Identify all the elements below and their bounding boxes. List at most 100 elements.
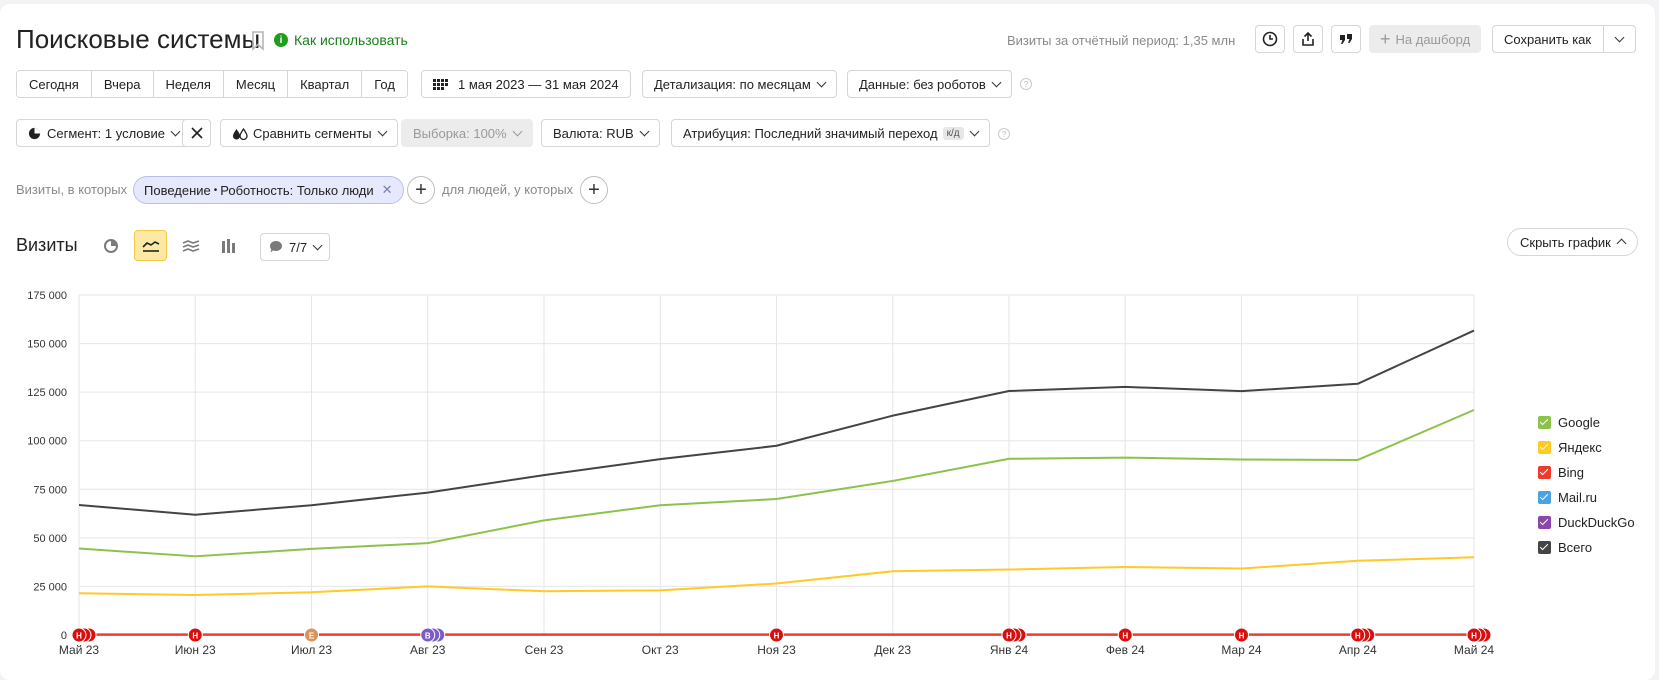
x-tick-label: Май 23 — [59, 643, 100, 657]
period-week[interactable]: Неделя — [153, 71, 224, 97]
series-line-Всего[interactable] — [78, 329, 1475, 516]
add-visit-filter-button[interactable]: + — [407, 176, 435, 204]
legend-label: Яндекс — [1558, 440, 1602, 455]
x-tick-label: Янв 24 — [990, 643, 1029, 657]
data-mode-label: Данные: без роботов — [859, 76, 986, 92]
annotation-marker-letter: Н — [1355, 632, 1361, 641]
annotation-marker[interactable] — [1466, 627, 1482, 643]
help-icon[interactable]: ? — [998, 128, 1010, 140]
annotation-marker[interactable] — [71, 627, 87, 643]
sample-dropdown[interactable]: Выборка: 100% — [401, 119, 533, 147]
save-as-dropdown[interactable] — [1603, 26, 1635, 52]
quotes-button[interactable] — [1331, 25, 1361, 53]
history-button[interactable] — [1255, 25, 1285, 53]
compare-label: Сравнить сегменты — [253, 125, 372, 141]
data-mode-dropdown[interactable]: Данные: без роботов — [847, 70, 1012, 98]
filter-chip-label: Роботность: Только люди — [220, 182, 374, 198]
date-range-label: 1 мая 2023 — 31 мая 2024 — [458, 76, 619, 92]
close-icon — [190, 127, 203, 139]
sample-label: Выборка: 100% — [413, 125, 507, 141]
annotation-marker-letter: Н — [1122, 632, 1128, 641]
view-bar-button[interactable] — [212, 230, 245, 261]
annotation-marker[interactable] — [1001, 627, 1017, 643]
visits-line-chart: 0 25 000 50 000 75 000 100 000 125 000 150 000… — [27, 290, 1495, 657]
legend-item[interactable]: Яндекс — [1538, 435, 1658, 460]
annotation-marker-letter: Н — [192, 632, 198, 641]
annotation-marker[interactable] — [1234, 627, 1249, 643]
remove-filter-icon[interactable]: ✕ — [381, 182, 393, 197]
page-title: Поисковые системы — [16, 24, 261, 54]
period-today[interactable]: Сегодня — [17, 71, 92, 97]
period-month[interactable]: Месяц — [223, 71, 289, 97]
series-line-Яндекс[interactable] — [78, 556, 1475, 596]
chevron-down-icon — [1614, 32, 1625, 42]
plus-icon: + — [588, 178, 600, 201]
checkbox-icon[interactable] — [1538, 466, 1551, 479]
checkbox-icon[interactable] — [1538, 516, 1551, 529]
legend-item[interactable]: Всего — [1538, 535, 1658, 560]
period-yesterday[interactable]: Вчера — [91, 71, 154, 97]
calendar-icon — [433, 78, 448, 90]
legend-label: Mail.ru — [1558, 490, 1598, 505]
annotations-label: 7/7 — [289, 239, 308, 255]
export-button[interactable] — [1293, 25, 1323, 53]
add-people-filter-button[interactable]: + — [580, 176, 608, 204]
segment-label: Сегмент: 1 условие — [47, 125, 165, 141]
annotation-marker[interactable] — [420, 627, 436, 643]
x-tick-label: Сен 23 — [525, 643, 564, 657]
legend-item[interactable]: Mail.ru — [1538, 485, 1658, 510]
pie-chart-icon — [103, 238, 118, 253]
clear-segment-button[interactable] — [182, 119, 211, 147]
attribution-dropdown[interactable]: Атрибуция: Последний значимый переход к/… — [671, 119, 990, 147]
view-line-button[interactable] — [134, 230, 167, 261]
x-tick-label: Ноя 23 — [757, 643, 796, 657]
annotations-dropdown[interactable]: 7/7 — [260, 233, 331, 261]
checkbox-icon[interactable] — [1538, 541, 1551, 554]
x-tick-label: Апр 24 — [1339, 643, 1377, 657]
bookmark-icon[interactable] — [251, 31, 265, 51]
annotation-marker-letter: Е — [309, 632, 315, 641]
comment-icon — [270, 241, 282, 253]
view-area-button[interactable] — [174, 230, 207, 261]
period-quarter[interactable]: Квартал — [288, 71, 363, 97]
detail-dropdown[interactable]: Детализация: по месяцам — [642, 70, 837, 98]
howto-link[interactable]: i Как использовать — [274, 32, 408, 48]
y-tick-label: 25 000 — [33, 581, 67, 593]
date-range-button[interactable]: 1 мая 2023 — 31 мая 2024 — [421, 70, 631, 98]
checkbox-icon[interactable] — [1538, 416, 1551, 429]
checkbox-icon[interactable] — [1538, 491, 1551, 504]
hide-chart-button[interactable]: Скрыть график — [1507, 228, 1638, 256]
annotation-marker[interactable] — [1117, 627, 1133, 643]
x-tick-label: Май 24 — [1454, 643, 1495, 657]
checkbox-icon[interactable] — [1538, 441, 1551, 454]
x-tick-label: Дек 23 — [874, 643, 911, 657]
save-as-label: Сохранить как — [1504, 31, 1592, 47]
howto-label: Как использовать — [294, 32, 408, 48]
legend-label: DuckDuckGo — [1558, 515, 1635, 530]
pie-icon — [28, 127, 41, 139]
segment-dropdown[interactable]: Сегмент: 1 условие — [16, 119, 188, 147]
annotation-marker[interactable] — [1350, 627, 1366, 643]
annotation-marker[interactable] — [187, 627, 203, 643]
filter-chip[interactable]: Поведение • Роботность: Только люди ✕ — [133, 176, 404, 204]
y-tick-label: 0 — [61, 630, 67, 642]
view-pie-button[interactable] — [94, 230, 127, 261]
save-as-button[interactable]: Сохранить как — [1492, 25, 1636, 53]
annotation-marker[interactable] — [304, 627, 319, 643]
annotation-marker[interactable] — [769, 627, 784, 643]
add-to-dashboard-label: На дашборд — [1395, 31, 1471, 47]
compare-segments-dropdown[interactable]: Сравнить сегменты — [220, 119, 398, 147]
chevron-up-icon — [1616, 238, 1627, 249]
legend-item[interactable]: Bing — [1538, 460, 1658, 485]
help-icon[interactable]: ? — [1020, 78, 1032, 90]
people-filter-label: для людей, у которых — [442, 182, 574, 197]
x-tick-label: Авг 23 — [410, 643, 446, 657]
currency-dropdown[interactable]: Валюта: RUB — [541, 119, 660, 147]
legend-item[interactable]: Google — [1538, 410, 1658, 435]
series-line-Google[interactable] — [78, 409, 1475, 558]
add-to-dashboard-button[interactable]: + На дашборд — [1369, 25, 1482, 53]
bar-chart-icon — [221, 238, 235, 253]
period-year[interactable]: Год — [362, 71, 407, 97]
visits-period-text: Визиты за отчётный период: 1,35 млн — [1007, 33, 1236, 48]
legend-item[interactable]: DuckDuckGo — [1538, 510, 1658, 535]
